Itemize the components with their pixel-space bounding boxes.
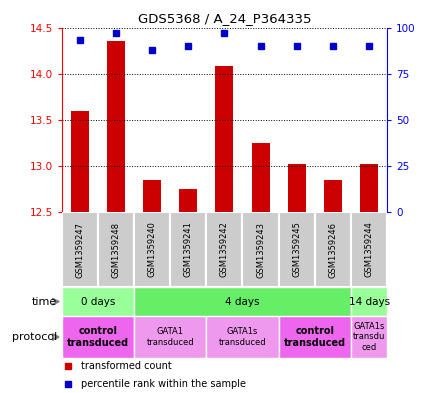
Text: control
transduced: control transduced <box>284 326 346 348</box>
Bar <box>242 212 279 287</box>
Bar <box>134 316 206 358</box>
Bar <box>315 212 351 287</box>
Text: GSM1359240: GSM1359240 <box>147 222 157 277</box>
Text: 14 days: 14 days <box>348 297 390 307</box>
Bar <box>179 189 197 212</box>
Bar <box>107 41 125 212</box>
Bar <box>62 316 134 358</box>
Text: GSM1359241: GSM1359241 <box>184 222 193 277</box>
Text: GATA1
transduced: GATA1 transduced <box>147 327 194 347</box>
Text: GSM1359243: GSM1359243 <box>256 222 265 277</box>
Bar <box>134 212 170 287</box>
Bar <box>134 287 351 316</box>
Bar <box>143 180 161 212</box>
Text: GSM1359247: GSM1359247 <box>75 222 84 277</box>
Title: GDS5368 / A_24_P364335: GDS5368 / A_24_P364335 <box>138 12 311 25</box>
Bar <box>170 212 206 287</box>
Bar <box>252 143 270 212</box>
Bar <box>215 66 234 212</box>
Bar <box>279 316 351 358</box>
Bar <box>62 212 98 287</box>
Text: GSM1359246: GSM1359246 <box>328 222 337 277</box>
Bar <box>98 212 134 287</box>
Text: 4 days: 4 days <box>225 297 260 307</box>
Text: time: time <box>32 297 57 307</box>
Text: GSM1359244: GSM1359244 <box>365 222 374 277</box>
Text: transformed count: transformed count <box>81 362 172 371</box>
Bar <box>206 316 279 358</box>
Text: GATA1s
transduced: GATA1s transduced <box>219 327 266 347</box>
Bar <box>206 212 242 287</box>
Bar <box>351 287 387 316</box>
Text: percentile rank within the sample: percentile rank within the sample <box>81 379 246 389</box>
Text: protocol: protocol <box>12 332 57 342</box>
Bar <box>62 287 134 316</box>
Bar <box>288 164 306 212</box>
Bar <box>351 316 387 358</box>
Bar <box>360 164 378 212</box>
Bar <box>71 110 89 212</box>
Text: GATA1s
transdu
ced: GATA1s transdu ced <box>353 322 385 352</box>
Text: 0 days: 0 days <box>81 297 115 307</box>
Bar <box>279 212 315 287</box>
Text: control
transduced: control transduced <box>67 326 129 348</box>
Text: GSM1359245: GSM1359245 <box>292 222 301 277</box>
Bar <box>351 212 387 287</box>
Text: GSM1359242: GSM1359242 <box>220 222 229 277</box>
Bar <box>324 180 342 212</box>
Text: GSM1359248: GSM1359248 <box>111 222 121 277</box>
